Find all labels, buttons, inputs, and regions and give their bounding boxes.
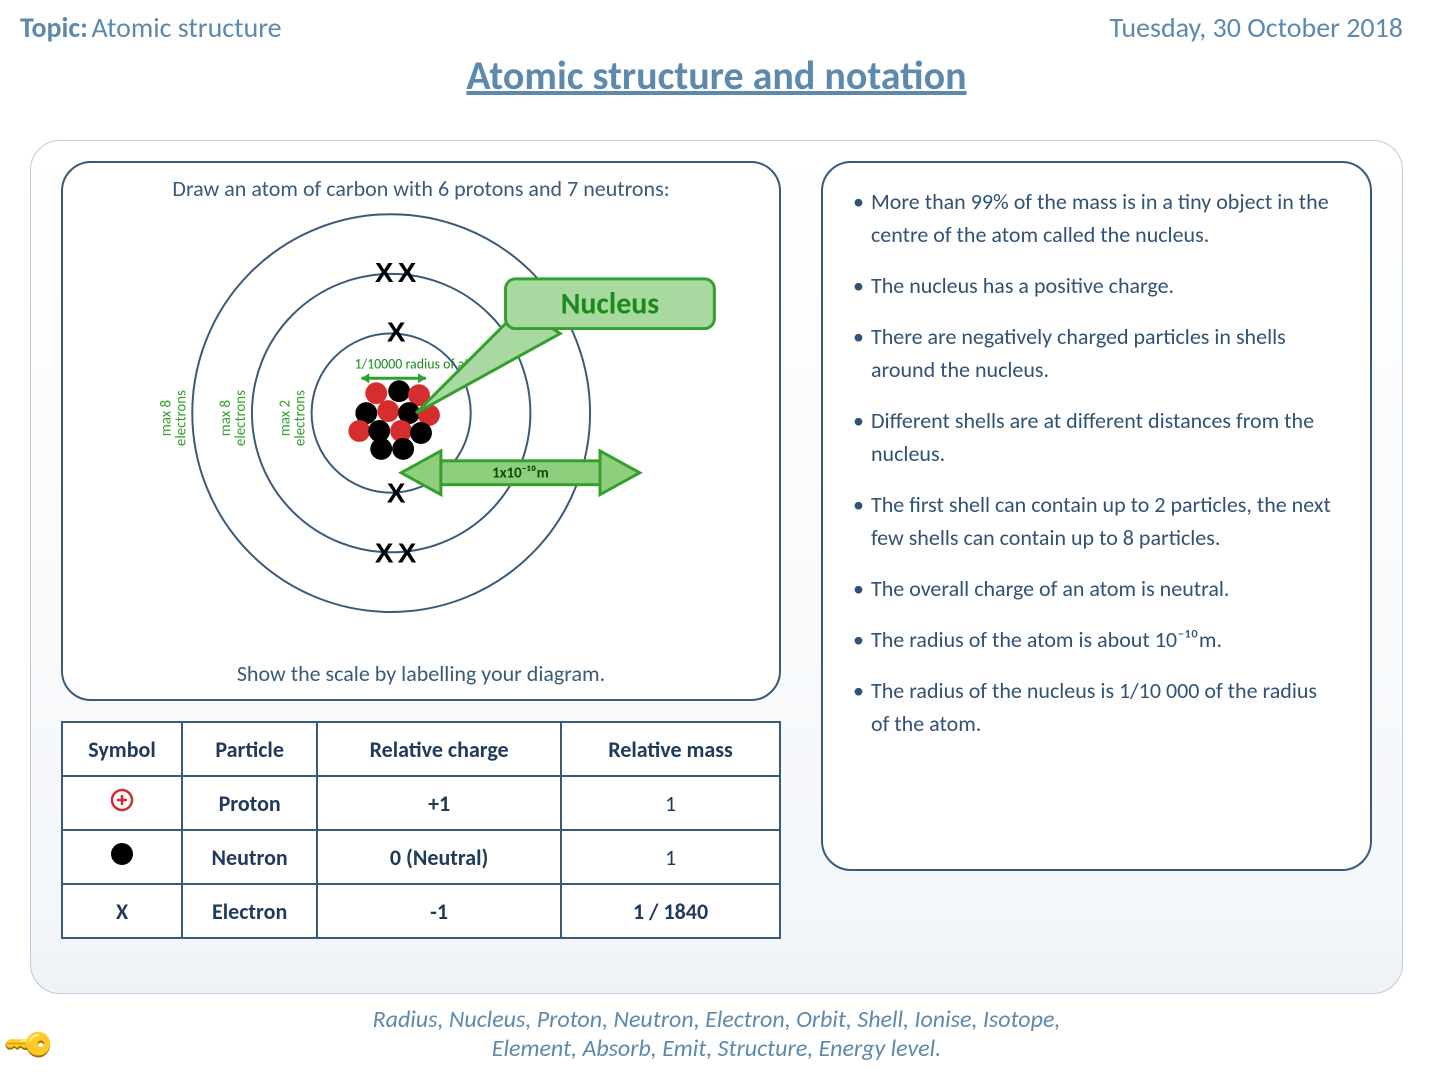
keywords-footer: Radius, Nucleus, Proton, Neutron, Electr… xyxy=(0,1006,1433,1064)
electron-mark: X xyxy=(398,537,417,568)
particle-charge: +1 xyxy=(317,776,561,830)
diagram-instruction-top: Draw an atom of carbon with 6 protons an… xyxy=(63,163,779,202)
table-row: Proton +1 1 xyxy=(62,776,780,830)
particle-name: Neutron xyxy=(182,830,317,884)
fact-item: The first shell can contain up to 2 part… xyxy=(853,488,1340,554)
atom-radius-arrow: 1x10⁻¹⁰m xyxy=(401,451,640,495)
electron-mark: X xyxy=(387,478,406,509)
svg-text:Nucleus: Nucleus xyxy=(561,287,659,323)
fact-item: More than 99% of the mass is in a tiny o… xyxy=(853,185,1340,251)
page-title: Atomic structure and notation xyxy=(0,51,1433,100)
electron-mark: X xyxy=(375,257,394,288)
shell-label-1: max 2electrons xyxy=(277,390,310,446)
right-column: More than 99% of the mass is in a tiny o… xyxy=(821,161,1372,973)
atom-diagram-box: Draw an atom of carbon with 6 protons an… xyxy=(61,161,781,701)
slide-date: Tuesday, 30 October 2018 xyxy=(1109,10,1403,45)
particle-charge: -1 xyxy=(317,884,561,938)
col-charge: Relative charge xyxy=(317,722,561,776)
particle-name: Proton xyxy=(182,776,317,830)
col-mass: Relative mass xyxy=(561,722,780,776)
particle-table: Symbol Particle Relative charge Relative… xyxy=(61,721,781,939)
symbol-proton xyxy=(62,776,182,830)
symbol-neutron xyxy=(62,830,182,884)
diagram-instruction-bottom: Show the scale by labelling your diagram… xyxy=(63,660,779,687)
fact-item: The nucleus has a positive charge. xyxy=(853,269,1340,302)
particle-mass: 1 / 1840 xyxy=(561,884,780,938)
svg-text:1x10⁻¹⁰m: 1x10⁻¹⁰m xyxy=(492,465,549,483)
particle-mass: 1 xyxy=(561,830,780,884)
topic-block: Topic: Atomic structure xyxy=(20,10,282,45)
topic-text: Atomic structure xyxy=(91,10,281,45)
symbol-electron: X xyxy=(62,884,182,938)
left-column: Draw an atom of carbon with 6 protons an… xyxy=(61,161,781,973)
particle-mass: 1 xyxy=(561,776,780,830)
table-row: X Electron -1 1 / 1840 xyxy=(62,884,780,938)
slide-header: Topic: Atomic structure Tuesday, 30 Octo… xyxy=(0,0,1433,45)
shell-label-3: max 8electrons xyxy=(157,390,190,446)
atom-diagram: max 8electrons max 8electrons max 2elect… xyxy=(63,203,779,653)
facts-box: More than 99% of the mass is in a tiny o… xyxy=(821,161,1372,871)
table-header-row: Symbol Particle Relative charge Relative… xyxy=(62,722,780,776)
fact-item: There are negatively charged particles i… xyxy=(853,320,1340,386)
topic-label: Topic: xyxy=(20,10,88,45)
shell-label-2: max 8electrons xyxy=(217,390,250,446)
fact-item: Different shells are at different distan… xyxy=(853,404,1340,470)
content-panel: Draw an atom of carbon with 6 protons an… xyxy=(30,140,1403,994)
nucleus-callout: Nucleus xyxy=(416,279,714,413)
particle-charge: 0 (Neutral) xyxy=(317,830,561,884)
electron-mark: X xyxy=(375,537,394,568)
nucleus-cluster xyxy=(348,380,439,460)
col-symbol: Symbol xyxy=(62,722,182,776)
fact-item: The radius of the atom is about 10⁻¹⁰m. xyxy=(853,623,1340,656)
fact-item: The radius of the nucleus is 1/10 000 of… xyxy=(853,674,1340,740)
table-row: Neutron 0 (Neutral) 1 xyxy=(62,830,780,884)
col-particle: Particle xyxy=(182,722,317,776)
electron-mark: X xyxy=(387,316,406,347)
electron-mark: X xyxy=(398,257,417,288)
particle-name: Electron xyxy=(182,884,317,938)
fact-item: The overall charge of an atom is neutral… xyxy=(853,572,1340,605)
